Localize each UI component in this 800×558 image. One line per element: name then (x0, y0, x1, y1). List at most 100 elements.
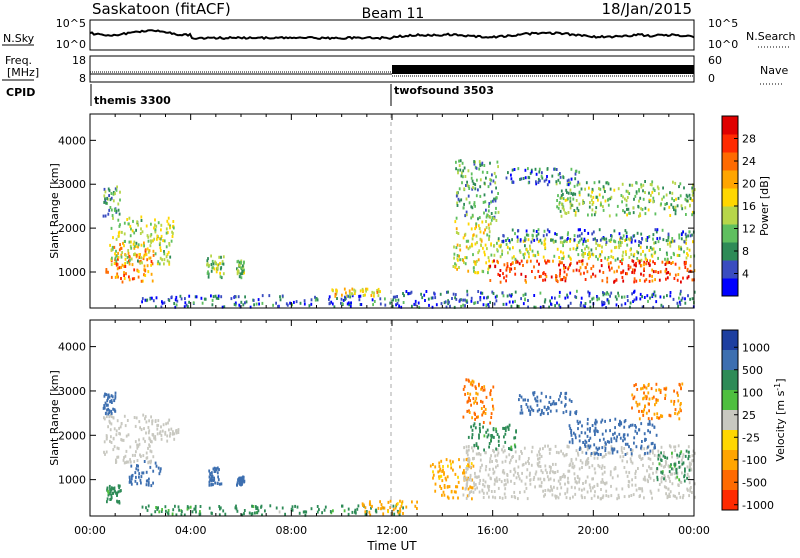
y-tick-label: 1000 (58, 474, 86, 487)
scatter-point (631, 461, 634, 465)
scatter-point (134, 471, 137, 475)
scatter-point (574, 486, 576, 490)
scatter-point (395, 303, 397, 307)
scatter-point (370, 294, 373, 297)
scatter-point (473, 456, 475, 460)
scatter-point (264, 509, 266, 513)
scatter-point (523, 238, 526, 242)
scatter-point (581, 496, 584, 500)
scatter-point (552, 259, 554, 263)
scatter-point (580, 232, 583, 236)
scatter-point (153, 436, 155, 440)
scatter-point (120, 246, 123, 250)
scatter-point (126, 255, 129, 259)
scatter-point (577, 451, 579, 455)
scatter-point (689, 255, 692, 259)
scatter-point (469, 485, 472, 489)
scatter-point (505, 482, 507, 486)
scatter-point (156, 506, 159, 510)
scatter-point (663, 387, 666, 391)
scatter-point (597, 243, 599, 247)
scatter-point (459, 258, 461, 262)
scatter-point (586, 417, 589, 421)
scatter-point (103, 187, 106, 191)
scatter-point (557, 206, 560, 210)
scatter-point (472, 464, 475, 468)
scatter-point (625, 199, 628, 203)
scatter-point (691, 213, 693, 217)
scatter-point (399, 509, 402, 513)
scatter-point (601, 300, 603, 304)
colorbar-swatch (722, 330, 738, 351)
scatter-point (596, 295, 599, 299)
scatter-point (478, 436, 480, 440)
scatter-point (648, 397, 651, 401)
scatter-point (597, 452, 600, 456)
scatter-point (648, 402, 650, 406)
scatter-point (440, 487, 443, 490)
scatter-point (544, 242, 547, 246)
scatter-point (445, 478, 448, 482)
scatter-point (518, 455, 521, 459)
scatter-point (564, 279, 567, 283)
scatter-point (564, 492, 567, 496)
scatter-point (112, 436, 115, 440)
scatter-point (152, 455, 155, 459)
scatter-point (519, 177, 521, 181)
scatter-point (521, 411, 524, 415)
scatter-point (684, 206, 687, 210)
scatter-point (380, 503, 383, 507)
scatter-point (569, 200, 572, 204)
scatter-point (470, 216, 473, 220)
scatter-point (567, 469, 570, 473)
scatter-point (113, 445, 116, 449)
beam-title: Beam 11 (362, 6, 425, 22)
scatter-point (641, 487, 643, 491)
scatter-point (639, 241, 642, 244)
scatter-point (118, 500, 121, 503)
scatter-point (212, 467, 215, 471)
scatter-point (684, 301, 687, 305)
scatter-point (631, 423, 634, 427)
scatter-point (622, 195, 624, 199)
scatter-point (606, 298, 609, 302)
scatter-point (115, 433, 118, 437)
scatter-point (376, 289, 378, 292)
scatter-point (588, 439, 590, 442)
scatter-point (201, 301, 204, 305)
scatter-point (539, 477, 542, 481)
scatter-point (539, 291, 542, 295)
scatter-point (398, 512, 401, 516)
scatter-point (268, 294, 271, 298)
scatter-point (236, 260, 239, 264)
scatter-point (113, 486, 116, 490)
scatter-point (490, 477, 492, 481)
scatter-point (194, 506, 197, 510)
scatter-point (171, 512, 174, 516)
scatter-point (527, 167, 529, 171)
scatter-point (299, 301, 302, 305)
scatter-point (514, 445, 517, 449)
scatter-point (636, 388, 639, 391)
scatter-point (674, 209, 677, 213)
scatter-point (645, 386, 648, 390)
scatter-point (591, 486, 594, 490)
scatter-point (465, 184, 467, 187)
scatter-point (136, 459, 139, 462)
scatter-point (134, 252, 136, 256)
scatter-point (536, 399, 539, 403)
scatter-point (589, 429, 591, 433)
scatter-point (578, 193, 581, 197)
scatter-point (469, 465, 472, 469)
scatter-point (505, 268, 508, 272)
scatter-point (236, 268, 239, 272)
scatter-point (477, 446, 479, 450)
scatter-point (463, 446, 465, 450)
scatter-point (503, 427, 506, 430)
scatter-point (165, 255, 168, 259)
scatter-point (557, 178, 560, 182)
scatter-point (578, 439, 581, 443)
scatter-point (414, 504, 417, 508)
noise-left-tick-low: 10^0 (56, 38, 86, 51)
scatter-point (236, 481, 239, 485)
